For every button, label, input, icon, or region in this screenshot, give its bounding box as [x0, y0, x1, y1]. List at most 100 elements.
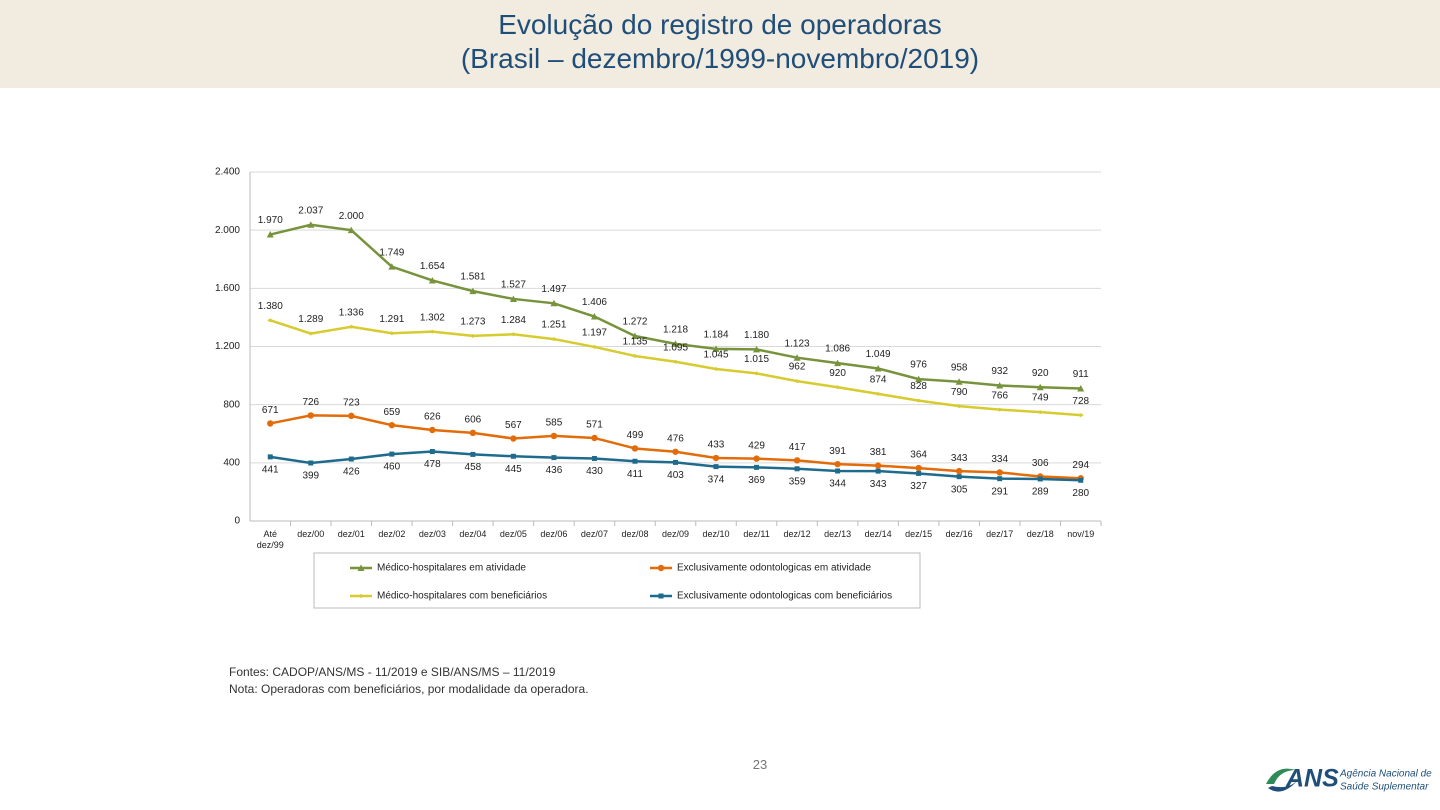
marker: [915, 398, 922, 403]
data-label: 1.291: [379, 314, 404, 325]
x-tick-label: dez/04: [459, 529, 487, 539]
data-label: 585: [546, 418, 563, 429]
data-label: 436: [546, 465, 563, 476]
marker: [834, 385, 841, 390]
data-label: 567: [505, 420, 522, 431]
x-tick-label: dez/11: [743, 529, 770, 539]
legend-label: Médico-hospitalares com beneficiários: [377, 591, 547, 602]
marker: [550, 432, 558, 440]
marker: [996, 381, 1004, 389]
marker: [956, 474, 962, 480]
x-tick-label: dez/05: [499, 529, 527, 539]
data-label: 958: [951, 362, 968, 373]
marker: [348, 324, 355, 329]
data-label: 1.302: [420, 312, 445, 323]
data-label: 962: [789, 362, 806, 373]
marker: [358, 594, 364, 598]
marker: [509, 295, 517, 302]
marker: [510, 435, 517, 442]
data-label: 790: [951, 387, 968, 398]
data-label: 327: [910, 481, 927, 492]
data-label: 1.380: [258, 301, 283, 312]
x-tick-label: Até dez/99: [256, 529, 284, 550]
marker: [267, 318, 274, 323]
marker: [308, 460, 314, 466]
marker: [267, 420, 274, 427]
data-label: 430: [586, 466, 603, 477]
data-label: 1.086: [825, 344, 850, 355]
data-label: 381: [870, 447, 887, 458]
data-label: 374: [708, 474, 725, 485]
data-label: 606: [465, 415, 482, 426]
marker: [672, 448, 679, 455]
data-label: 1.135: [622, 337, 647, 348]
x-tick-label: dez/13: [824, 529, 852, 539]
data-label: 305: [951, 484, 968, 495]
x-tick-label: dez/01: [337, 529, 365, 539]
marker: [996, 407, 1003, 412]
data-label: 920: [829, 368, 846, 379]
data-label: 344: [829, 479, 846, 490]
marker: [874, 364, 882, 372]
marker: [712, 345, 720, 352]
marker: [357, 564, 365, 571]
data-label: 1.289: [298, 314, 323, 325]
marker: [590, 313, 598, 320]
marker: [510, 332, 517, 337]
y-tick-label: 2.000: [215, 225, 240, 236]
marker: [469, 287, 477, 295]
data-label: 728: [1072, 396, 1089, 407]
data-label: 920: [1032, 368, 1049, 379]
x-tick-label: dez/00: [297, 529, 325, 539]
marker: [657, 564, 665, 572]
data-label: 478: [424, 459, 441, 470]
data-label: 2.000: [339, 211, 364, 222]
data-label: 1.095: [663, 342, 688, 353]
data-label: 726: [302, 397, 319, 408]
marker: [753, 345, 761, 353]
x-tick-label: dez/08: [621, 529, 649, 539]
x-tick-label: dez/09: [661, 529, 690, 539]
data-label: 659: [383, 407, 400, 418]
x-tick-label: dez/06: [540, 529, 568, 539]
marker: [658, 593, 664, 599]
data-label: 411: [627, 469, 643, 480]
marker: [266, 231, 274, 238]
marker: [307, 331, 314, 336]
data-label: 291: [991, 486, 1008, 497]
data-label: 280: [1072, 488, 1089, 499]
marker: [753, 455, 760, 462]
marker: [510, 453, 516, 459]
x-tick-label: dez/10: [702, 529, 730, 539]
x-tick-label: dez/07: [580, 529, 608, 539]
header: Evolução do registro de operadoras (Bras…: [0, 0, 1440, 88]
data-label: 766: [991, 390, 1008, 401]
data-label: 445: [505, 464, 522, 475]
marker: [631, 332, 639, 340]
data-label: 433: [708, 440, 725, 451]
y-tick-label: 0: [234, 516, 240, 527]
data-label: 626: [424, 412, 441, 423]
marker: [591, 434, 598, 442]
marker: [591, 344, 598, 349]
marker: [673, 459, 678, 465]
data-label: 571: [586, 420, 603, 431]
page-number: 23: [752, 757, 768, 772]
logo-line: Saúde Suplementar: [1340, 782, 1429, 793]
data-label: 1.749: [379, 247, 404, 258]
logo-swoosh: [1266, 768, 1296, 784]
marker: [1077, 385, 1085, 392]
data-label: 343: [870, 479, 887, 490]
marker: [591, 455, 597, 461]
data-label: 343: [951, 453, 968, 464]
marker: [955, 467, 963, 475]
marker: [1036, 383, 1044, 391]
marker: [429, 426, 436, 434]
marker: [428, 276, 436, 284]
marker: [631, 353, 638, 358]
data-label: 458: [465, 462, 482, 473]
marker: [835, 468, 841, 474]
marker: [347, 226, 355, 234]
data-label: 441: [262, 465, 279, 476]
